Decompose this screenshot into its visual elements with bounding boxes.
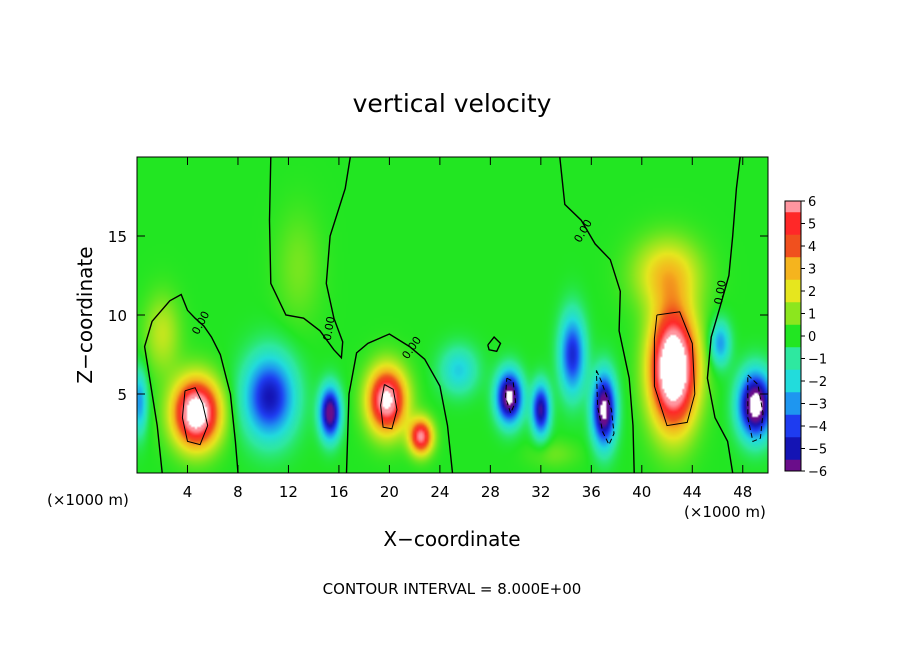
- contour-lines: [143, 157, 764, 473]
- colorbar-cell: [785, 324, 801, 348]
- zero-contour: [706, 157, 741, 473]
- colorbar-tick-label: −5: [808, 443, 827, 458]
- contour-interval-footer: CONTOUR INTERVAL = 8.000E+00: [323, 580, 582, 598]
- positive-contour: [653, 311, 696, 427]
- x-tick-label: 16: [329, 483, 348, 501]
- positive-contour: [380, 384, 398, 430]
- colorbar-tick-label: 1: [808, 308, 816, 323]
- colorbar-cell: [785, 257, 801, 281]
- colorbar-cell: [785, 392, 801, 416]
- colorbar-tick-label: 6: [808, 195, 816, 210]
- x-unit-label-right: (×1000 m): [684, 503, 766, 521]
- y-axis-ticks: 5 10 15: [108, 228, 768, 404]
- y-tick-label: 15: [108, 228, 127, 246]
- x-tick-label: 20: [380, 483, 399, 501]
- colorbar-tick-label: −2: [808, 375, 827, 390]
- x-axis-ticks: 4 8 12 16 20 24 28 32 36 40 44 48: [183, 157, 752, 501]
- chart-title: vertical velocity: [353, 89, 552, 118]
- heatmap-field: [137, 157, 768, 473]
- negative-contour: [595, 370, 615, 446]
- positive-contour: [181, 387, 209, 446]
- y-tick-label: 10: [108, 307, 127, 325]
- x-axis-label: X−coordinate: [383, 527, 520, 551]
- zero-contour: [345, 333, 454, 473]
- colorbar-tick-label: 3: [808, 263, 816, 278]
- x-tick-label: 32: [531, 483, 550, 501]
- colorbar-tick-label: 5: [808, 218, 816, 233]
- x-unit-label-left: (×1000 m): [47, 491, 129, 509]
- x-tick-label: 48: [733, 483, 752, 501]
- zero-contour: [559, 157, 635, 473]
- x-tick-label: 8: [233, 483, 243, 501]
- plot-area: 0.00 0.000.000.000.00: [136, 156, 769, 474]
- colorbar-cell: [785, 201, 801, 213]
- colorbar-tick-label: −6: [808, 465, 827, 480]
- contour-label: 0.00: [712, 279, 729, 305]
- colorbar-ticks: 6 5 4 3 2 1 0 −1 −2 −3 −4 −5 −6: [801, 195, 827, 480]
- zero-contour: [487, 336, 502, 353]
- colorbar-cell: [785, 234, 801, 258]
- contour-label: 0.00: [321, 315, 338, 341]
- x-tick-label: 40: [632, 483, 651, 501]
- colorbar-cell: [785, 302, 801, 326]
- zero-contour: [268, 157, 351, 360]
- colorbar-tick-label: 2: [808, 285, 816, 300]
- zero-contour: [143, 293, 239, 473]
- x-tick-label: 28: [481, 483, 500, 501]
- x-tick-label: 12: [279, 483, 298, 501]
- colorbar-tick-label: 4: [808, 240, 816, 255]
- colorbar-cell: [785, 212, 801, 236]
- colorbar-cell: [785, 369, 801, 393]
- colorbar-cell: [785, 414, 801, 438]
- colorbar: 6 5 4 3 2 1 0 −1 −2 −3 −4 −5 −6: [784, 195, 827, 480]
- x-tick-label: 4: [183, 483, 193, 501]
- x-tick-label: 24: [430, 483, 449, 501]
- x-tick-label: 36: [582, 483, 601, 501]
- colorbar-tick-label: 0: [808, 330, 816, 345]
- colorbar-cell: [785, 459, 801, 472]
- colorbar-cells: [785, 201, 801, 472]
- y-axis-label: Z−coordinate: [73, 246, 97, 383]
- y-tick-label: 5: [117, 386, 127, 404]
- colorbar-tick-label: −4: [808, 420, 827, 435]
- colorbar-tick-label: −3: [808, 398, 827, 413]
- negative-contour: [747, 374, 764, 443]
- colorbar-tick-label: −1: [808, 353, 827, 368]
- colorbar-cell: [785, 437, 801, 461]
- x-tick-label: 44: [683, 483, 702, 501]
- colorbar-cell: [785, 347, 801, 371]
- negative-contour: [504, 377, 517, 415]
- colorbar-cell: [785, 279, 801, 303]
